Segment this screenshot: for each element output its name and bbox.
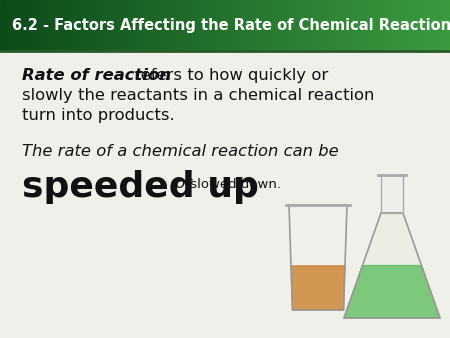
Text: or: or — [170, 176, 192, 191]
Bar — [338, 0, 343, 50]
Bar — [371, 0, 377, 50]
Bar — [40, 0, 45, 50]
Bar — [158, 0, 163, 50]
Bar — [410, 0, 416, 50]
Bar — [360, 0, 365, 50]
Bar — [259, 0, 265, 50]
Bar — [394, 0, 400, 50]
Bar — [428, 0, 433, 50]
Bar — [253, 0, 259, 50]
Bar — [175, 0, 180, 50]
Bar — [326, 0, 332, 50]
Bar — [146, 0, 152, 50]
Bar — [248, 0, 253, 50]
Bar — [95, 0, 101, 50]
Bar — [191, 0, 197, 50]
Bar — [169, 0, 175, 50]
Bar — [242, 0, 248, 50]
Bar — [310, 0, 315, 50]
Bar — [124, 0, 130, 50]
Bar — [287, 0, 292, 50]
Bar — [292, 0, 298, 50]
Bar — [130, 0, 135, 50]
Bar — [34, 0, 40, 50]
Bar — [270, 0, 275, 50]
Polygon shape — [291, 266, 345, 310]
Bar — [265, 0, 270, 50]
Bar — [315, 0, 320, 50]
Bar — [5, 0, 11, 50]
Polygon shape — [344, 213, 440, 318]
Bar — [56, 0, 62, 50]
Bar — [73, 0, 79, 50]
Bar — [220, 0, 225, 50]
Bar — [298, 0, 304, 50]
Bar — [0, 0, 5, 50]
Text: turn into products.: turn into products. — [22, 108, 175, 123]
Bar — [304, 0, 310, 50]
Bar — [22, 0, 28, 50]
Bar — [365, 0, 371, 50]
Bar — [275, 0, 281, 50]
Bar — [377, 0, 382, 50]
Text: The rate of a chemical reaction can be: The rate of a chemical reaction can be — [22, 144, 339, 159]
Bar — [180, 0, 185, 50]
Bar — [90, 0, 95, 50]
Text: refers to how quickly or: refers to how quickly or — [129, 68, 328, 83]
Bar — [281, 0, 287, 50]
Bar — [382, 0, 388, 50]
Text: slowly the reactants in a chemical reaction: slowly the reactants in a chemical react… — [22, 88, 374, 103]
Bar — [140, 0, 146, 50]
Bar — [118, 0, 124, 50]
Bar — [107, 0, 112, 50]
Polygon shape — [381, 175, 403, 213]
Bar — [388, 0, 394, 50]
Bar — [28, 0, 34, 50]
Bar — [230, 0, 236, 50]
Bar — [152, 0, 158, 50]
Bar — [185, 0, 191, 50]
Bar — [62, 0, 68, 50]
Bar — [355, 0, 360, 50]
Bar — [112, 0, 118, 50]
Bar — [85, 0, 90, 50]
Bar — [236, 0, 242, 50]
Polygon shape — [344, 266, 440, 318]
Bar — [214, 0, 220, 50]
Bar — [101, 0, 107, 50]
Bar — [400, 0, 405, 50]
Bar — [163, 0, 169, 50]
Text: speeded up: speeded up — [22, 170, 259, 204]
Text: Rate of reaction: Rate of reaction — [22, 68, 171, 83]
Bar — [320, 0, 326, 50]
Bar — [343, 0, 349, 50]
Bar — [135, 0, 140, 50]
Bar — [17, 0, 22, 50]
Bar — [433, 0, 439, 50]
Bar — [422, 0, 427, 50]
Bar — [405, 0, 410, 50]
Bar — [50, 0, 56, 50]
Bar — [11, 0, 17, 50]
Bar — [197, 0, 202, 50]
Bar — [332, 0, 338, 50]
Bar — [349, 0, 355, 50]
Bar — [225, 0, 230, 50]
Bar — [445, 0, 450, 50]
Bar — [416, 0, 422, 50]
Bar — [208, 0, 214, 50]
Bar — [45, 0, 50, 50]
Text: slowed down.: slowed down. — [186, 178, 281, 191]
Bar — [202, 0, 208, 50]
Text: 6.2 - Factors Affecting the Rate of Chemical Reactions: 6.2 - Factors Affecting the Rate of Chem… — [12, 18, 450, 32]
Bar — [68, 0, 73, 50]
Bar — [79, 0, 85, 50]
Bar — [439, 0, 445, 50]
